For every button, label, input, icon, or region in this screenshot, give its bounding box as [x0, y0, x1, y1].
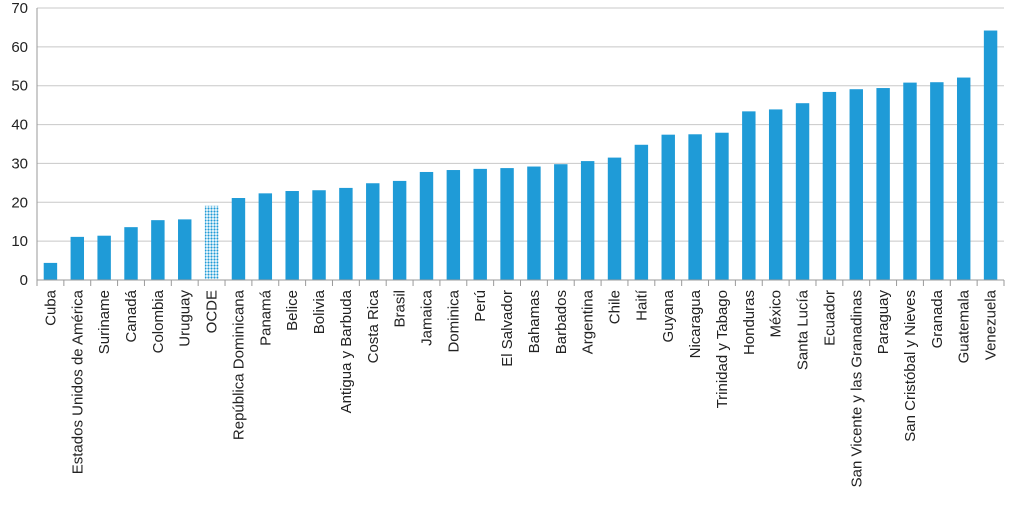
bar-panamá — [258, 193, 273, 280]
x-category-label: México — [768, 290, 785, 338]
x-category-label: Costa Rica — [365, 289, 382, 363]
x-category-label: Bolivia — [311, 289, 328, 334]
bar-trinidad-y-tabago — [715, 132, 729, 280]
x-category-label: Paraguay — [875, 290, 892, 355]
bar-uruguay — [178, 219, 192, 280]
bar-estados-unidos-de-américa — [70, 236, 85, 280]
bar-granada — [930, 82, 944, 281]
x-category-label: Haití — [633, 289, 650, 321]
x-category-label: Canadá — [123, 289, 140, 342]
x-category-label: Ecuador — [821, 290, 838, 346]
x-category-label: Guatemala — [956, 289, 973, 363]
bar-chile — [607, 157, 622, 280]
x-category-label: OCDE — [204, 290, 221, 333]
x-category-label: Nicaragua — [687, 289, 704, 358]
x-category-label: Trinidad y Tabago — [714, 290, 731, 408]
bar-colombia — [151, 220, 165, 280]
bar-antigua-y-barbuda — [339, 187, 353, 280]
x-category-label: Guyana — [660, 289, 677, 342]
y-tick-label: 20 — [11, 194, 28, 211]
x-category-label: Argentina — [580, 289, 597, 354]
x-category-label: Brasil — [392, 290, 409, 328]
bar-guyana — [661, 134, 675, 280]
x-category-label: Bahamas — [526, 290, 543, 353]
y-tick-label: 40 — [11, 117, 28, 134]
x-category-label: Cuba — [42, 289, 59, 326]
x-category-label: Santa Lucía — [795, 289, 812, 370]
bar-honduras — [742, 111, 756, 280]
x-category-label: Barbados — [553, 290, 570, 354]
x-category-labels: Cuba Estados Unidos de América Suriname Can… — [42, 289, 999, 487]
x-category-label: Estados Unidos de América — [69, 289, 86, 474]
bar-argentina — [580, 161, 595, 280]
bar-haití — [634, 144, 649, 280]
bar-san-vicente-y-las-granadinas — [849, 89, 863, 280]
x-category-label: San Vicente y las Granadinas — [848, 290, 865, 487]
y-tick-label: 70 — [11, 0, 28, 17]
bar-costa-rica — [366, 183, 380, 280]
bar-santa-lucía — [795, 103, 810, 280]
gridlines — [37, 7, 1004, 242]
axes — [36, 8, 1005, 286]
y-tick-label: 50 — [11, 78, 28, 95]
x-category-label: San Cristóbal y Nieves — [902, 290, 919, 442]
bar-perú — [473, 168, 487, 280]
bar-el-salvador — [500, 168, 514, 280]
bar-bolivia — [312, 190, 326, 280]
y-tick-label: 0 — [20, 272, 28, 289]
bar-barbados — [554, 164, 568, 280]
x-category-label: Honduras — [741, 290, 758, 355]
x-category-label: Antigua y Barbuda — [338, 289, 355, 413]
bar-jamaica — [419, 171, 434, 280]
bar-nicaragua — [688, 134, 702, 280]
y-tick-label: 60 — [11, 39, 28, 56]
bar-canadá — [124, 227, 138, 280]
bars — [43, 30, 998, 281]
bar-suriname — [97, 235, 111, 280]
bar-venezuela — [983, 30, 998, 281]
bar-méxico — [768, 109, 783, 280]
x-category-label: Chile — [607, 290, 624, 324]
bar-república-dominicana — [231, 198, 246, 280]
x-category-label: Uruguay — [177, 290, 194, 347]
x-category-label: Panamá — [257, 289, 274, 346]
y-tick-label: 10 — [11, 233, 28, 250]
x-category-label: Dominica — [445, 289, 462, 352]
x-category-label: Suriname — [96, 290, 113, 354]
x-category-label: Venezuela — [983, 289, 1000, 360]
bar-belice — [285, 191, 299, 280]
x-category-label: Colombia — [150, 289, 167, 353]
bar-san-cristóbal-y-nieves — [903, 82, 917, 280]
y-tick-label: 30 — [11, 155, 28, 172]
x-category-label: Granada — [929, 289, 946, 348]
x-category-label: Jamaica — [418, 289, 435, 346]
bar-bahamas — [527, 166, 541, 280]
bar-cuba — [43, 262, 58, 280]
bar-guatemala — [956, 77, 971, 280]
x-category-label: Belice — [284, 290, 301, 331]
bar-ecuador — [822, 91, 837, 280]
x-category-label: El Salvador — [499, 290, 516, 367]
bar-paraguay — [876, 88, 890, 280]
y-tick-labels: 0 10 20 30 40 50 60 70 — [11, 0, 28, 289]
x-category-label: República Dominicana — [230, 289, 247, 440]
bar-brasil — [392, 180, 407, 280]
x-category-label: Perú — [472, 290, 489, 322]
bar-ocde — [204, 205, 219, 280]
bar-dominica — [446, 170, 461, 280]
